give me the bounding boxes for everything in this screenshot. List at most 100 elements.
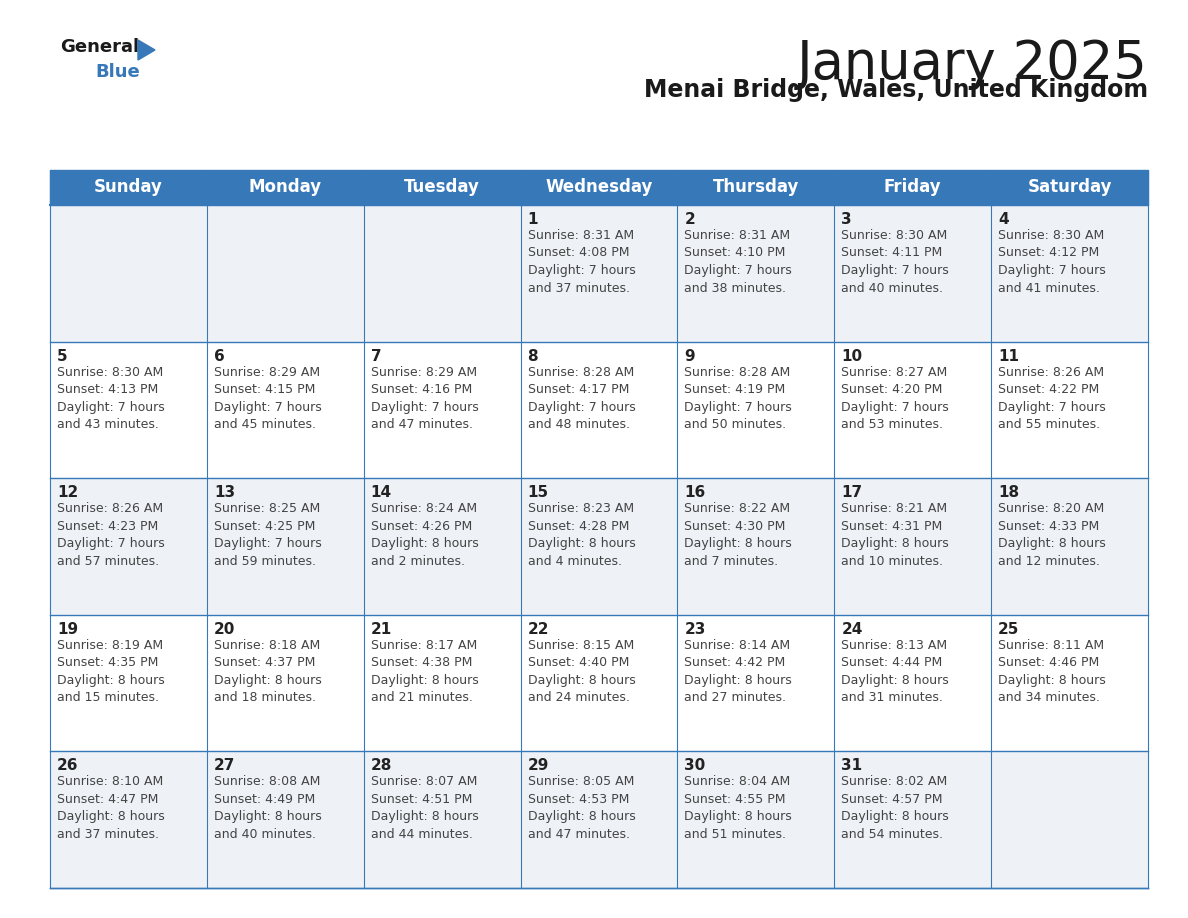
Text: Sunrise: 8:04 AM
Sunset: 4:55 PM
Daylight: 8 hours
and 51 minutes.: Sunrise: 8:04 AM Sunset: 4:55 PM Dayligh… [684, 776, 792, 841]
Text: Sunrise: 8:29 AM
Sunset: 4:16 PM
Daylight: 7 hours
and 47 minutes.: Sunrise: 8:29 AM Sunset: 4:16 PM Dayligh… [371, 365, 479, 431]
Text: 17: 17 [841, 486, 862, 500]
Text: 18: 18 [998, 486, 1019, 500]
Text: Sunrise: 8:25 AM
Sunset: 4:25 PM
Daylight: 7 hours
and 59 minutes.: Sunrise: 8:25 AM Sunset: 4:25 PM Dayligh… [214, 502, 322, 567]
Bar [520, 205, 677, 341]
Text: Menai Bridge, Wales, United Kingdom: Menai Bridge, Wales, United Kingdom [644, 78, 1148, 102]
Text: 6: 6 [214, 349, 225, 364]
Text: Sunrise: 8:20 AM
Sunset: 4:33 PM
Daylight: 8 hours
and 12 minutes.: Sunrise: 8:20 AM Sunset: 4:33 PM Dayligh… [998, 502, 1106, 567]
Bar [364, 752, 520, 888]
Bar [834, 205, 991, 341]
Text: Sunrise: 8:30 AM
Sunset: 4:13 PM
Daylight: 7 hours
and 43 minutes.: Sunrise: 8:30 AM Sunset: 4:13 PM Dayligh… [57, 365, 165, 431]
Text: 21: 21 [371, 621, 392, 637]
Text: 25: 25 [998, 621, 1019, 637]
Bar [677, 615, 834, 752]
Bar [834, 752, 991, 888]
Text: Sunrise: 8:10 AM
Sunset: 4:47 PM
Daylight: 8 hours
and 37 minutes.: Sunrise: 8:10 AM Sunset: 4:47 PM Dayligh… [57, 776, 165, 841]
Bar [991, 615, 1148, 752]
Bar [207, 341, 364, 478]
Text: 10: 10 [841, 349, 862, 364]
Text: 1: 1 [527, 212, 538, 227]
Text: General: General [61, 38, 139, 56]
Text: Sunrise: 8:31 AM
Sunset: 4:08 PM
Daylight: 7 hours
and 37 minutes.: Sunrise: 8:31 AM Sunset: 4:08 PM Dayligh… [527, 229, 636, 295]
Text: January 2025: January 2025 [797, 38, 1148, 90]
Bar [50, 615, 207, 752]
Bar [364, 205, 520, 341]
Text: 11: 11 [998, 349, 1019, 364]
Text: Saturday: Saturday [1028, 178, 1112, 196]
Text: Sunrise: 8:19 AM
Sunset: 4:35 PM
Daylight: 8 hours
and 15 minutes.: Sunrise: 8:19 AM Sunset: 4:35 PM Dayligh… [57, 639, 165, 704]
Text: Sunrise: 8:05 AM
Sunset: 4:53 PM
Daylight: 8 hours
and 47 minutes.: Sunrise: 8:05 AM Sunset: 4:53 PM Dayligh… [527, 776, 636, 841]
Text: 20: 20 [214, 621, 235, 637]
Text: Sunrise: 8:13 AM
Sunset: 4:44 PM
Daylight: 8 hours
and 31 minutes.: Sunrise: 8:13 AM Sunset: 4:44 PM Dayligh… [841, 639, 949, 704]
Bar [834, 341, 991, 478]
Text: Monday: Monday [248, 178, 322, 196]
Text: 16: 16 [684, 486, 706, 500]
Text: Sunrise: 8:22 AM
Sunset: 4:30 PM
Daylight: 8 hours
and 7 minutes.: Sunrise: 8:22 AM Sunset: 4:30 PM Dayligh… [684, 502, 792, 567]
Bar [677, 205, 834, 341]
Bar [207, 615, 364, 752]
Bar [677, 752, 834, 888]
Bar [207, 205, 364, 341]
Text: Blue: Blue [95, 63, 140, 81]
Text: Sunrise: 8:31 AM
Sunset: 4:10 PM
Daylight: 7 hours
and 38 minutes.: Sunrise: 8:31 AM Sunset: 4:10 PM Dayligh… [684, 229, 792, 295]
Text: Wednesday: Wednesday [545, 178, 652, 196]
Text: Sunrise: 8:17 AM
Sunset: 4:38 PM
Daylight: 8 hours
and 21 minutes.: Sunrise: 8:17 AM Sunset: 4:38 PM Dayligh… [371, 639, 479, 704]
Bar [991, 752, 1148, 888]
Text: 19: 19 [57, 621, 78, 637]
Text: Sunrise: 8:26 AM
Sunset: 4:22 PM
Daylight: 7 hours
and 55 minutes.: Sunrise: 8:26 AM Sunset: 4:22 PM Dayligh… [998, 365, 1106, 431]
Text: Sunrise: 8:23 AM
Sunset: 4:28 PM
Daylight: 8 hours
and 4 minutes.: Sunrise: 8:23 AM Sunset: 4:28 PM Dayligh… [527, 502, 636, 567]
Bar [520, 341, 677, 478]
Text: Sunrise: 8:21 AM
Sunset: 4:31 PM
Daylight: 8 hours
and 10 minutes.: Sunrise: 8:21 AM Sunset: 4:31 PM Dayligh… [841, 502, 949, 567]
Bar [677, 341, 834, 478]
Text: Sunday: Sunday [94, 178, 163, 196]
Text: Tuesday: Tuesday [404, 178, 480, 196]
Text: Thursday: Thursday [713, 178, 800, 196]
Bar [991, 341, 1148, 478]
Text: Sunrise: 8:15 AM
Sunset: 4:40 PM
Daylight: 8 hours
and 24 minutes.: Sunrise: 8:15 AM Sunset: 4:40 PM Dayligh… [527, 639, 636, 704]
Bar [207, 478, 364, 615]
Bar [834, 478, 991, 615]
Text: Sunrise: 8:14 AM
Sunset: 4:42 PM
Daylight: 8 hours
and 27 minutes.: Sunrise: 8:14 AM Sunset: 4:42 PM Dayligh… [684, 639, 792, 704]
Text: Friday: Friday [884, 178, 942, 196]
Text: Sunrise: 8:30 AM
Sunset: 4:11 PM
Daylight: 7 hours
and 40 minutes.: Sunrise: 8:30 AM Sunset: 4:11 PM Dayligh… [841, 229, 949, 295]
Bar [50, 170, 1148, 205]
Text: Sunrise: 8:28 AM
Sunset: 4:19 PM
Daylight: 7 hours
and 50 minutes.: Sunrise: 8:28 AM Sunset: 4:19 PM Dayligh… [684, 365, 792, 431]
Text: 3: 3 [841, 212, 852, 227]
Text: 9: 9 [684, 349, 695, 364]
Text: 26: 26 [57, 758, 78, 773]
Text: 5: 5 [57, 349, 68, 364]
Bar [834, 615, 991, 752]
Bar [364, 478, 520, 615]
Bar [50, 752, 207, 888]
Bar [520, 615, 677, 752]
Text: Sunrise: 8:07 AM
Sunset: 4:51 PM
Daylight: 8 hours
and 44 minutes.: Sunrise: 8:07 AM Sunset: 4:51 PM Dayligh… [371, 776, 479, 841]
Bar [364, 341, 520, 478]
Text: Sunrise: 8:29 AM
Sunset: 4:15 PM
Daylight: 7 hours
and 45 minutes.: Sunrise: 8:29 AM Sunset: 4:15 PM Dayligh… [214, 365, 322, 431]
Bar [50, 478, 207, 615]
Text: Sunrise: 8:27 AM
Sunset: 4:20 PM
Daylight: 7 hours
and 53 minutes.: Sunrise: 8:27 AM Sunset: 4:20 PM Dayligh… [841, 365, 949, 431]
Text: 13: 13 [214, 486, 235, 500]
Text: Sunrise: 8:02 AM
Sunset: 4:57 PM
Daylight: 8 hours
and 54 minutes.: Sunrise: 8:02 AM Sunset: 4:57 PM Dayligh… [841, 776, 949, 841]
Text: Sunrise: 8:26 AM
Sunset: 4:23 PM
Daylight: 7 hours
and 57 minutes.: Sunrise: 8:26 AM Sunset: 4:23 PM Dayligh… [57, 502, 165, 567]
Bar [520, 478, 677, 615]
Bar [677, 478, 834, 615]
Text: 2: 2 [684, 212, 695, 227]
Text: Sunrise: 8:30 AM
Sunset: 4:12 PM
Daylight: 7 hours
and 41 minutes.: Sunrise: 8:30 AM Sunset: 4:12 PM Dayligh… [998, 229, 1106, 295]
Text: 27: 27 [214, 758, 235, 773]
Polygon shape [138, 40, 154, 60]
Text: 8: 8 [527, 349, 538, 364]
Text: 22: 22 [527, 621, 549, 637]
Text: Sunrise: 8:24 AM
Sunset: 4:26 PM
Daylight: 8 hours
and 2 minutes.: Sunrise: 8:24 AM Sunset: 4:26 PM Dayligh… [371, 502, 479, 567]
Bar [50, 341, 207, 478]
Text: 30: 30 [684, 758, 706, 773]
Bar [364, 615, 520, 752]
Bar [207, 752, 364, 888]
Bar [50, 205, 207, 341]
Text: 31: 31 [841, 758, 862, 773]
Text: Sunrise: 8:11 AM
Sunset: 4:46 PM
Daylight: 8 hours
and 34 minutes.: Sunrise: 8:11 AM Sunset: 4:46 PM Dayligh… [998, 639, 1106, 704]
Bar [991, 478, 1148, 615]
Text: 15: 15 [527, 486, 549, 500]
Text: 12: 12 [57, 486, 78, 500]
Text: 7: 7 [371, 349, 381, 364]
Text: 24: 24 [841, 621, 862, 637]
